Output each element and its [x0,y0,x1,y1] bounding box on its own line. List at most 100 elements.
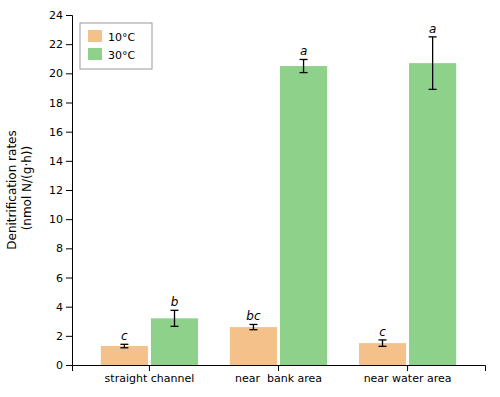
tick-label: 20 [49,67,63,80]
tick-mark [66,307,72,308]
tick-label: 14 [49,155,63,168]
error-bar [429,37,437,90]
tick-mark [66,336,72,337]
error-bar-stem [382,340,383,346]
legend-swatch [88,30,102,42]
tick-label: 22 [49,38,63,51]
error-bar-cap [120,344,128,345]
series [151,37,456,365]
x-axis: straight channel near bank area near water… [73,365,486,385]
bar [230,327,277,365]
tick-mark [66,73,72,74]
sig-label: bc [246,309,261,323]
tick-mark [66,278,72,279]
tick: 24 [49,9,72,22]
error-bar-cap [379,339,387,340]
tick: 14 [49,155,72,168]
sig-labels: cbccbaa [121,22,436,343]
error-bar-cap [170,326,178,327]
tick-label: 0 [56,359,63,372]
tick-label: straight channel [105,372,195,385]
error-bar-cap [429,89,437,90]
tick-label: 12 [49,184,63,197]
tick: 0 [56,359,72,372]
error-bar [120,344,128,348]
error-bar-cap [300,59,308,60]
error-bar [379,340,387,346]
y-axis-title: Denitrification rates (nmol N/(g·h)) [5,130,34,249]
axis-line [66,16,73,366]
legend-box [80,23,152,69]
error-bar [170,310,178,326]
error-bar-cap [300,72,308,73]
sig-label: b [171,295,179,309]
tick: 4 [56,301,72,314]
legend: 10°C 30°C [80,23,152,69]
tick-mark [66,190,72,191]
bar [101,346,148,365]
tick: 10 [49,213,72,226]
tick-mark [66,44,72,45]
legend-label: 30°C [108,49,135,62]
tick-label: 18 [49,97,63,110]
error-bar-cap [429,36,437,37]
error-bar-stem [253,324,254,329]
error-bar-cap [120,347,128,348]
y-axis: 024681012141618202224 [49,9,73,372]
tick-mark [66,103,72,104]
error-bar-cap [170,310,178,311]
tick-mark [278,365,279,371]
tick-label: 4 [56,301,63,314]
tick: 12 [49,184,72,197]
error-bar-cap [379,346,387,347]
axis-line [73,366,486,372]
error-bar-stem [432,37,433,90]
tick-mark [66,219,72,220]
tick-mark [66,248,72,249]
tick: 18 [49,97,72,110]
legend-swatch [88,48,102,60]
tick-label: near water area [364,372,452,385]
plot: 024681012141618202224straight channelnea… [49,9,486,385]
bar [280,66,327,365]
tick-mark [66,365,72,366]
tick: 20 [49,67,72,80]
tick-label: near bank area [235,372,322,385]
bar [359,343,406,365]
tick-mark [149,365,150,371]
tick: near water area [364,365,452,385]
tick: 8 [56,242,72,255]
tick-label: 8 [56,242,63,255]
tick: near bank area [235,365,322,385]
error-bar-stem [303,59,304,72]
tick-label: 2 [56,330,63,343]
tick-label: 16 [49,126,63,139]
tick-mark [66,161,72,162]
chart: 024681012141618202224straight channelnea… [0,0,500,397]
legend-item: 10°C [88,30,135,44]
tick-mark [66,15,72,16]
tick-label: 24 [49,9,63,22]
tick-label: 10 [49,213,63,226]
series [101,324,406,365]
y-axis-title-line: (nmol N/(g·h)) [20,146,34,234]
tick-mark [66,132,72,133]
sig-label: c [379,325,386,339]
tick: 2 [56,330,72,343]
sig-label: c [121,329,128,343]
bar [409,63,456,365]
error-bar-cap [249,324,257,325]
error-bar [249,324,257,329]
y-axis-title-line: Denitrification rates [5,130,19,249]
tick: straight channel [105,365,195,385]
tick: 22 [49,38,72,51]
tick-mark [407,365,408,371]
legend-label: 10°C [108,31,135,44]
marks [101,37,456,365]
error-bar-cap [249,329,257,330]
sig-label: a [300,44,307,58]
error-bar-stem [174,310,175,326]
tick: 16 [49,126,72,139]
error-bar [300,59,308,72]
tick-label: 6 [56,272,63,285]
